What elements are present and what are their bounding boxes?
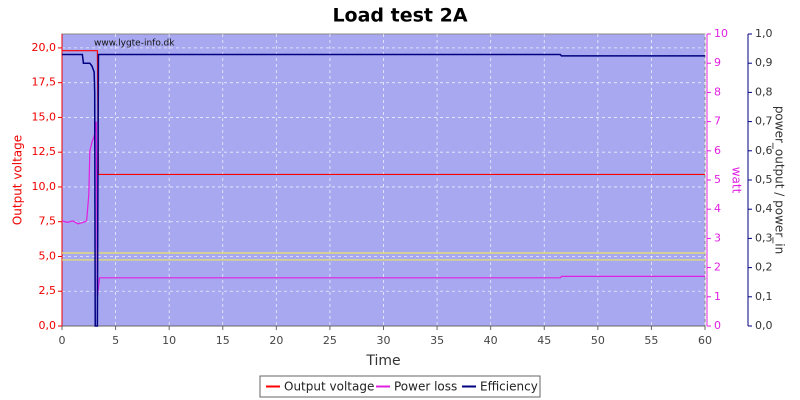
y2-tick-label: 1: [714, 290, 721, 303]
y2-tick-label: 10: [714, 27, 728, 40]
y2-tick-label: 4: [714, 202, 721, 215]
x-tick-label: 45: [537, 334, 551, 347]
y-tick-label: 5,0: [39, 249, 57, 262]
x-tick-label: 60: [698, 334, 712, 347]
y3-axis-title: power_output / power_in: [773, 106, 787, 254]
chart-title: Load test 2A: [332, 5, 467, 27]
x-tick-label: 5: [112, 334, 119, 347]
x-tick-label: 10: [162, 334, 176, 347]
x-tick-label: 0: [59, 334, 66, 347]
x-tick-label: 55: [644, 334, 658, 347]
y2-tick-label: 5: [714, 173, 721, 186]
y-tick-label: 15,0: [32, 110, 57, 123]
x-tick-label: 30: [377, 334, 391, 347]
watermark: www.lygte-info.dk: [94, 39, 175, 49]
series-line: [62, 53, 705, 327]
y-tick-label: 2,5: [39, 284, 57, 297]
x-tick-label: 40: [484, 334, 498, 347]
y3-tick-label: 0,4: [755, 202, 773, 215]
y2-axis-title: watt: [730, 167, 744, 194]
y-tick-label: 12,5: [32, 145, 57, 158]
y3-tick-label: 1,0: [755, 27, 773, 40]
y-tick-label: 10,0: [32, 180, 57, 193]
y3-tick-label: 0,1: [755, 290, 773, 303]
y2-tick-label: 0: [714, 319, 721, 332]
y-tick-label: 0,0: [39, 319, 57, 332]
y3-tick-label: 0,0: [755, 319, 773, 332]
x-tick-label: 15: [216, 334, 230, 347]
x-tick-label: 25: [323, 334, 337, 347]
y-tick-label: 17,5: [32, 76, 57, 89]
y2-tick-label: 2: [714, 261, 721, 274]
x-tick-label: 35: [430, 334, 444, 347]
y2-tick-label: 7: [714, 115, 721, 128]
y2-tick-label: 3: [714, 231, 721, 244]
legend-box: [259, 375, 541, 398]
y2-tick-label: 6: [714, 144, 721, 157]
y2-tick-label: 9: [714, 56, 721, 69]
y3-tick-label: 0,8: [755, 85, 773, 98]
y-tick-label: 7,5: [39, 215, 57, 228]
y3-tick-label: 0,7: [755, 115, 773, 128]
y-axis-title: Output voltage: [11, 135, 25, 225]
y3-tick-label: 0,9: [755, 56, 773, 69]
legend-label: Output voltage: [284, 380, 374, 394]
x-tick-label: 50: [591, 334, 605, 347]
y3-tick-label: 0,3: [755, 231, 773, 244]
y2-tick-label: 8: [714, 85, 721, 98]
y3-tick-label: 0,5: [755, 173, 773, 186]
series-line: [61, 121, 705, 297]
x-tick-label: 20: [269, 334, 283, 347]
legend-label: Power loss: [394, 380, 457, 394]
y-tick-label: 20,0: [32, 41, 57, 54]
y3-tick-label: 0,6: [755, 144, 773, 157]
x-axis-title: Time: [365, 353, 400, 369]
y3-tick-label: 0,2: [755, 261, 773, 274]
legend-label: Efficiency: [480, 380, 538, 394]
